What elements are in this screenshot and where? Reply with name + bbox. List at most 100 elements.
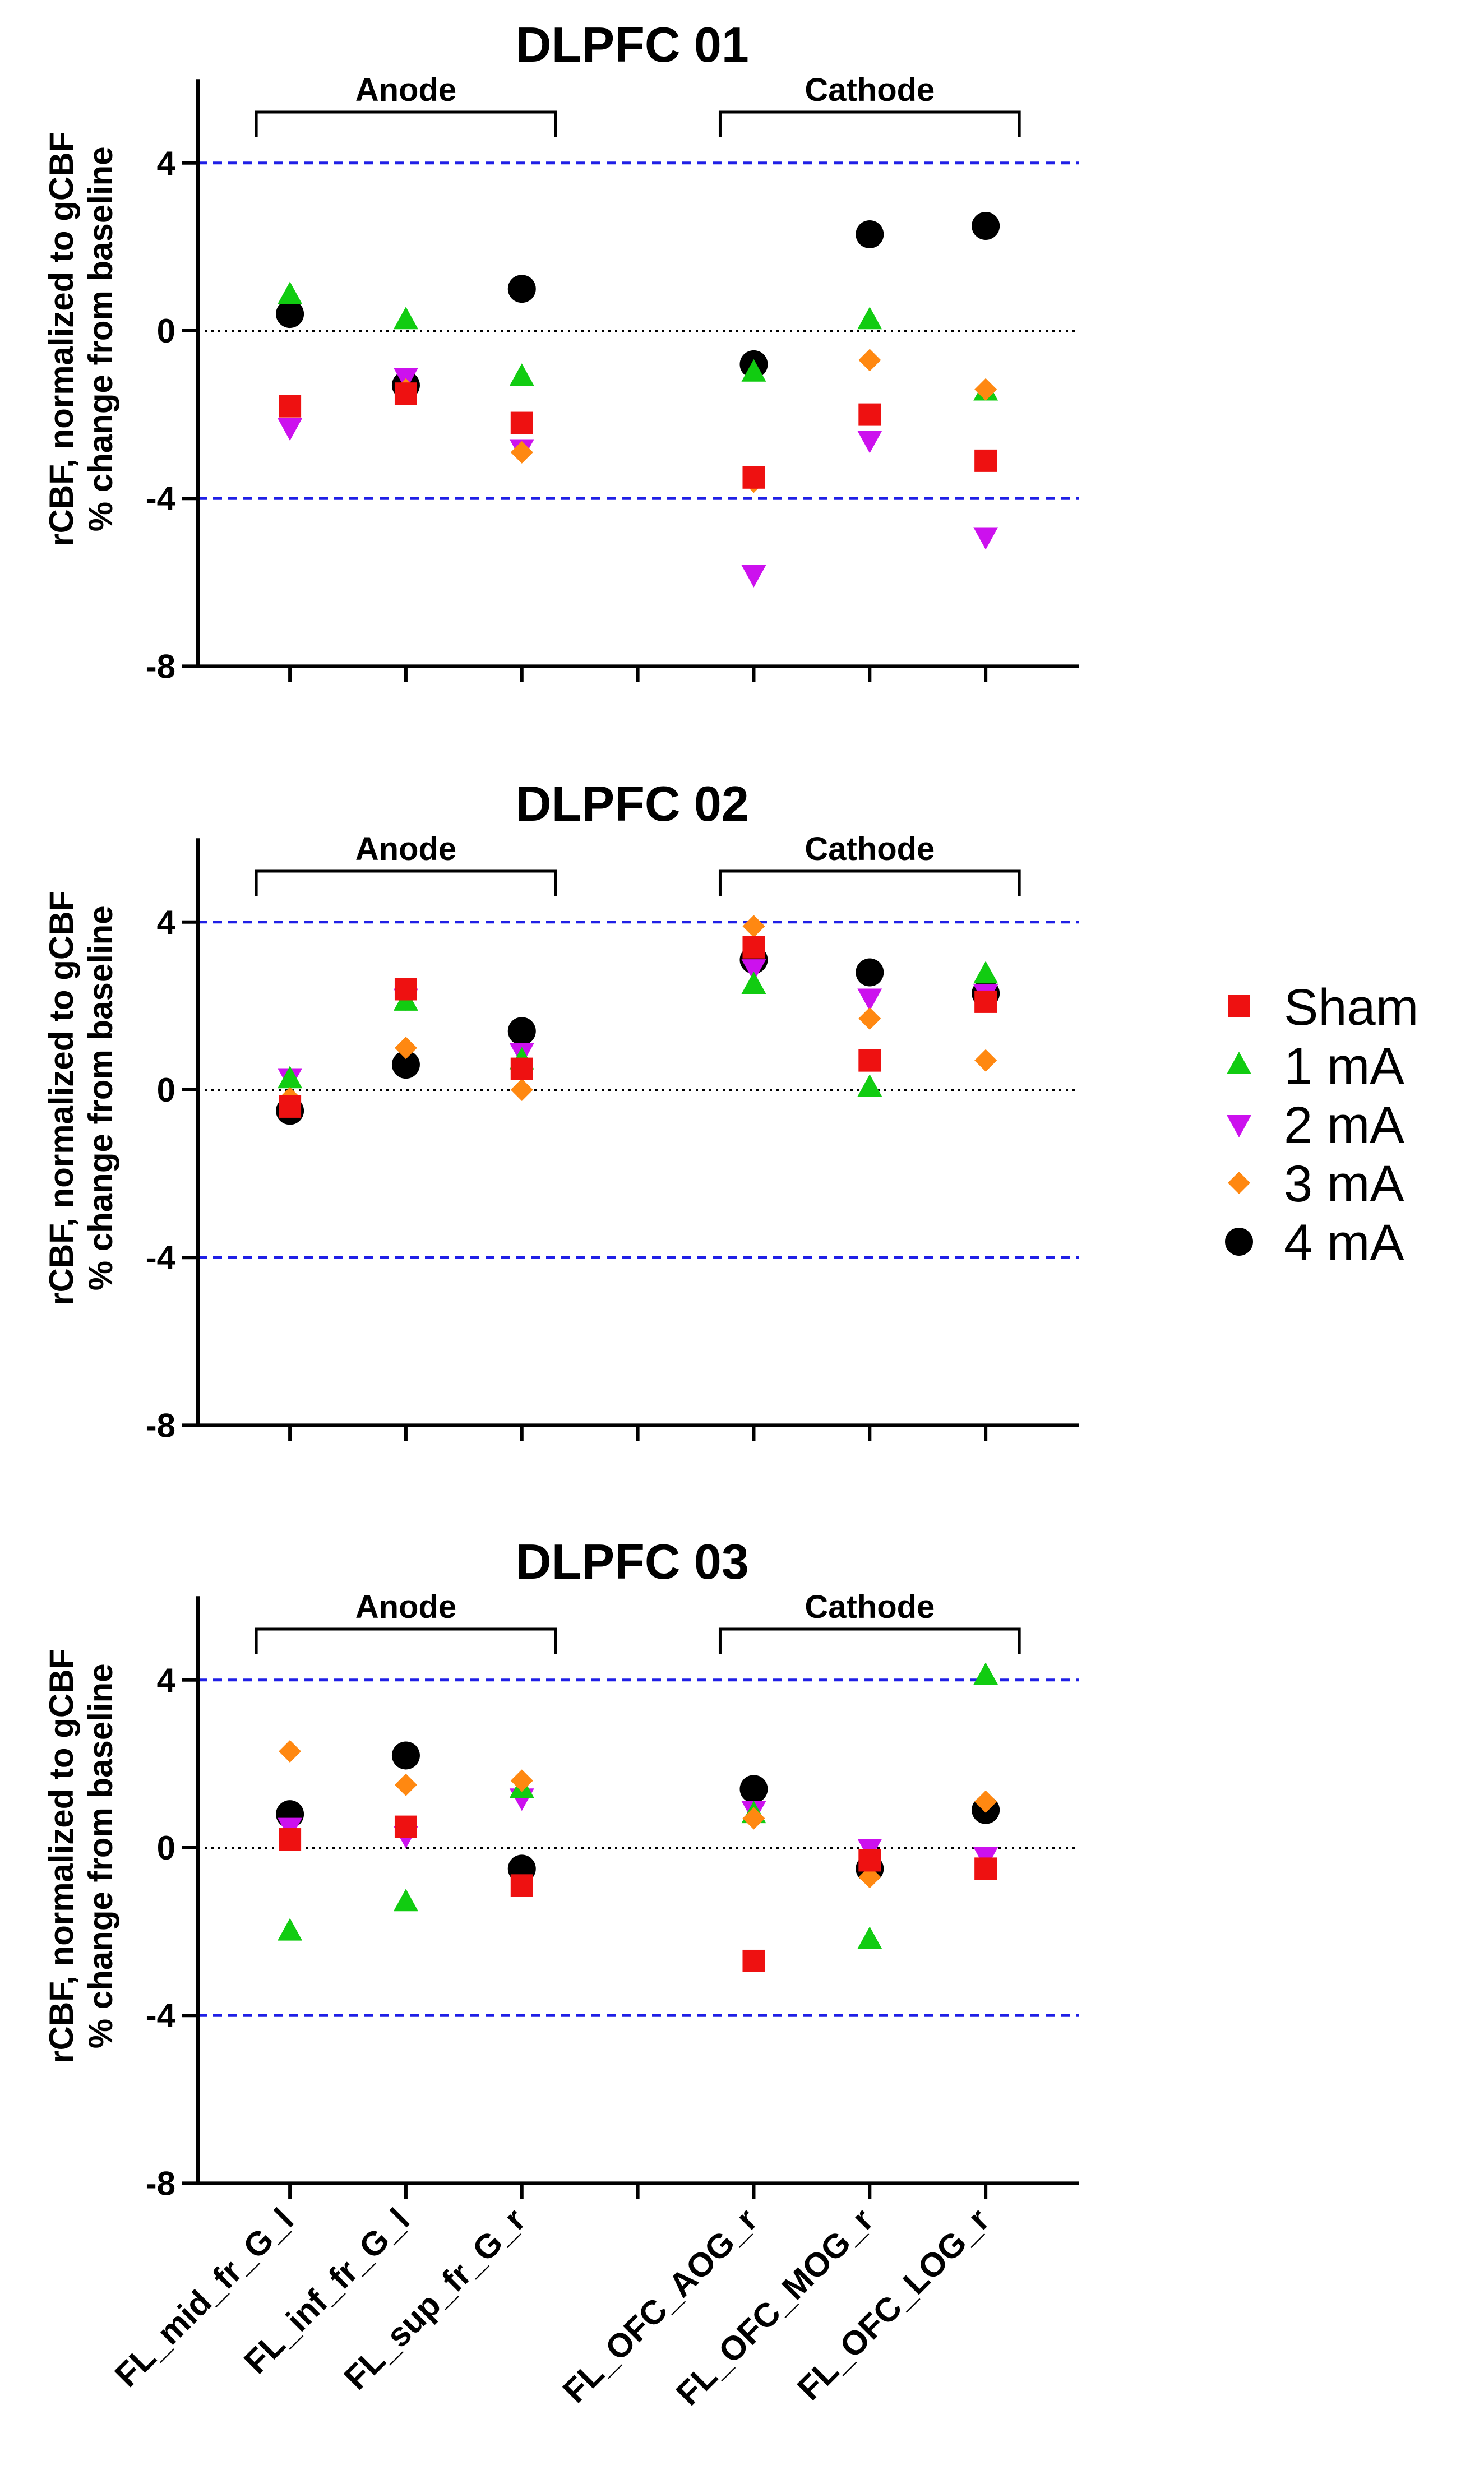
data-point-sham xyxy=(974,449,997,472)
y-tick-label: -8 xyxy=(146,647,175,685)
data-point-1-ma xyxy=(857,1926,882,1949)
data-point-4-ma xyxy=(276,300,304,329)
group-bracket xyxy=(255,1627,557,1654)
group-label: Anode xyxy=(355,831,456,867)
group-bracket xyxy=(718,110,1021,137)
y-axis-label: rCBF, normalized to gCBF xyxy=(43,132,80,547)
data-point-sham xyxy=(974,1857,997,1880)
data-point-sham xyxy=(858,1849,881,1872)
data-point-4-ma xyxy=(972,212,1000,240)
panel-dlpfc-2: DLPFC 02 Anode Cathode 4 0 -4 -8 rCBF, normaliz… xyxy=(43,776,1079,1444)
x-category-label: FL_OFC_AOG_r xyxy=(556,2201,765,2410)
data-point-3-ma xyxy=(974,1790,997,1813)
group-bracket xyxy=(255,110,557,137)
panel-title: DLPFC 02 xyxy=(516,776,749,831)
data-point-sham xyxy=(510,1057,533,1080)
data-point-3-ma xyxy=(858,1007,881,1030)
y-tick-label: -8 xyxy=(146,1407,175,1444)
data-point-4-ma xyxy=(856,220,884,248)
y-axis-label: % change from baseline xyxy=(82,905,119,1290)
data-point-4-ma xyxy=(507,275,536,303)
data-point-2-ma xyxy=(741,565,766,588)
y-tick-label: -4 xyxy=(146,480,176,517)
y-tick-label: 0 xyxy=(157,1071,175,1109)
data-point-3-ma xyxy=(510,441,533,464)
group-label: Cathode xyxy=(805,1589,935,1625)
y-tick-label: -4 xyxy=(146,1239,176,1276)
data-point-1-ma xyxy=(741,359,766,382)
data-point-1-ma xyxy=(509,363,534,386)
legend-label: 4 mA xyxy=(1284,1214,1404,1271)
data-point-sham xyxy=(742,1949,765,1972)
legend-label: 2 mA xyxy=(1284,1097,1404,1154)
data-point-1-ma xyxy=(857,307,882,330)
data-point-3-ma xyxy=(974,378,997,401)
y-tick-label: 0 xyxy=(157,1829,175,1867)
y-tick-label: 4 xyxy=(157,904,176,941)
data-point-4-ma xyxy=(391,1741,420,1770)
data-point-3-ma xyxy=(394,1773,417,1796)
data-point-1-ma xyxy=(393,307,418,330)
group-label: Anode xyxy=(355,72,456,108)
data-point-2-ma xyxy=(741,959,766,982)
legend-label: 3 mA xyxy=(1284,1155,1404,1213)
y-axis-label: rCBF, normalized to gCBF xyxy=(43,1649,80,2064)
data-point-3-ma xyxy=(394,1037,417,1060)
data-point-1-ma xyxy=(741,972,766,994)
group-bracket xyxy=(718,869,1021,896)
data-point-sham xyxy=(858,1049,881,1072)
data-point-2-ma xyxy=(278,418,303,441)
data-point-sham xyxy=(510,1874,533,1897)
data-point-3-ma xyxy=(510,1079,533,1101)
data-point-3-ma xyxy=(858,349,881,372)
group-label: Cathode xyxy=(805,72,935,108)
legend-marker xyxy=(1228,995,1250,1017)
data-point-1-ma xyxy=(278,281,303,304)
y-axis-label: rCBF, normalized to gCBF xyxy=(43,891,80,1306)
data-point-3-ma xyxy=(742,1807,765,1830)
data-point-sham xyxy=(279,1095,302,1118)
panel-title: DLPFC 03 xyxy=(516,1534,749,1589)
data-point-2-ma xyxy=(857,431,882,454)
y-tick-label: 4 xyxy=(157,1662,176,1699)
data-point-sham xyxy=(279,395,302,418)
data-point-sham xyxy=(279,1828,302,1851)
legend-label: 1 mA xyxy=(1284,1038,1404,1095)
legend-label: Sham xyxy=(1284,979,1418,1036)
group-bracket xyxy=(718,1627,1021,1654)
y-tick-label: -8 xyxy=(146,2164,175,2202)
data-point-4-ma xyxy=(739,1775,768,1803)
data-point-sham xyxy=(394,382,417,405)
data-point-sham xyxy=(974,990,997,1013)
data-point-4-ma xyxy=(391,1051,420,1079)
data-point-sham xyxy=(742,466,765,489)
data-point-sham xyxy=(394,1815,417,1838)
data-point-2-ma xyxy=(857,988,882,1011)
y-tick-label: 4 xyxy=(157,145,176,182)
legend-marker xyxy=(1228,1172,1250,1194)
group-label: Cathode xyxy=(805,831,935,867)
data-point-1-ma xyxy=(973,1662,998,1685)
data-point-1-ma xyxy=(857,1074,882,1097)
data-point-4-ma xyxy=(856,958,884,987)
data-point-2-ma xyxy=(973,527,998,550)
panel-dlpfc-3: DLPFC 03 Anode Cathode 4 0 -4 -8 rCBF, normaliz… xyxy=(43,1534,1079,2202)
data-point-3-ma xyxy=(974,1049,997,1072)
y-tick-label: -4 xyxy=(146,1997,176,2034)
data-point-4-ma xyxy=(507,1017,536,1046)
data-point-1-ma xyxy=(973,961,998,984)
x-category-label: FL_OFC_LOG_r xyxy=(790,2201,996,2407)
data-point-3-ma xyxy=(742,915,765,938)
legend-marker xyxy=(1227,1115,1251,1137)
data-point-sham xyxy=(394,978,417,1001)
y-axis-label: % change from baseline xyxy=(82,1663,119,2048)
data-point-3-ma xyxy=(279,1740,302,1763)
data-point-sham xyxy=(742,936,765,959)
legend-marker xyxy=(1225,1228,1253,1256)
group-label: Anode xyxy=(355,1589,456,1625)
panel-title: DLPFC 01 xyxy=(516,17,749,72)
legend-marker xyxy=(1227,1052,1251,1074)
group-bracket xyxy=(255,869,557,896)
